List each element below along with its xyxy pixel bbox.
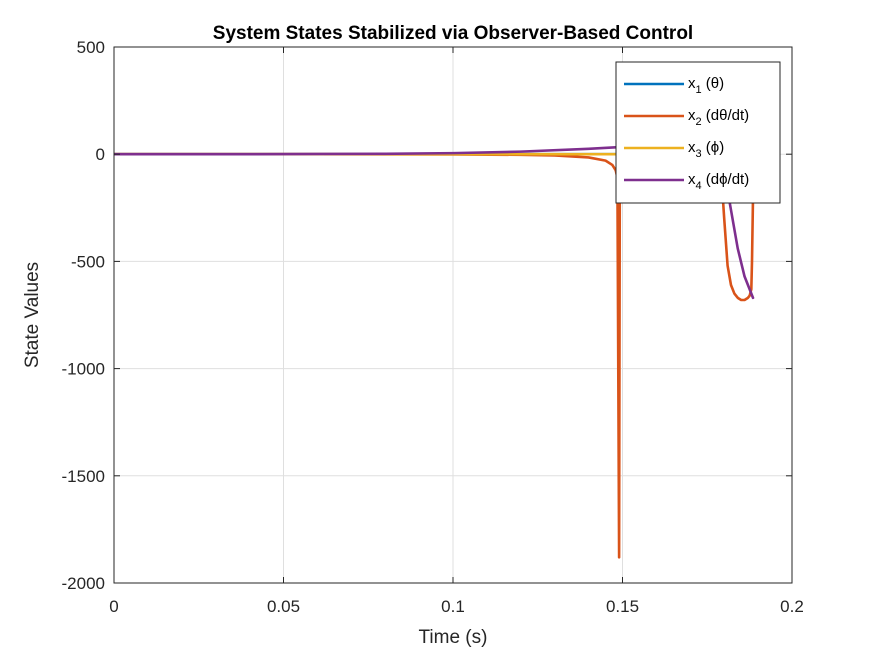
x-tick-label: 0 [109,597,118,616]
y-tick-label: -500 [71,252,105,271]
y-tick-label: -2000 [62,574,105,593]
x-tick-label: 0.1 [441,597,465,616]
legend-label-x1: x1 (θ) [688,75,724,96]
legend-label-x2: x2 (dθ/dt) [688,107,749,128]
y-tick-label: 0 [96,145,105,164]
y-tick-label: 500 [77,38,105,57]
x-tick-label: 0.15 [606,597,639,616]
legend-label-x3: x3 (ϕ) [688,139,724,160]
x-axis-label: Time (s) [419,627,488,648]
x-tick-label: 0.2 [780,597,804,616]
axis-ticks: 0 0.05 0.1 0.15 0.2 500 0 -500 -1000 -1500 -2000 [62,38,804,616]
y-axis-label: State Values [22,262,43,368]
x-tick-label: 0.05 [267,597,300,616]
y-tick-label: -1000 [62,360,105,379]
y-tick-label: -1500 [62,467,105,486]
chart-title: System States Stabilized via Observer-Ba… [213,23,693,44]
legend-box [615,61,781,204]
legend-label-x4: x4 (dϕ/dt) [688,171,749,192]
legend: x1 (θ) x2 (dθ/dt) x3 (ϕ) x4 (dϕ/dt) [615,61,781,204]
